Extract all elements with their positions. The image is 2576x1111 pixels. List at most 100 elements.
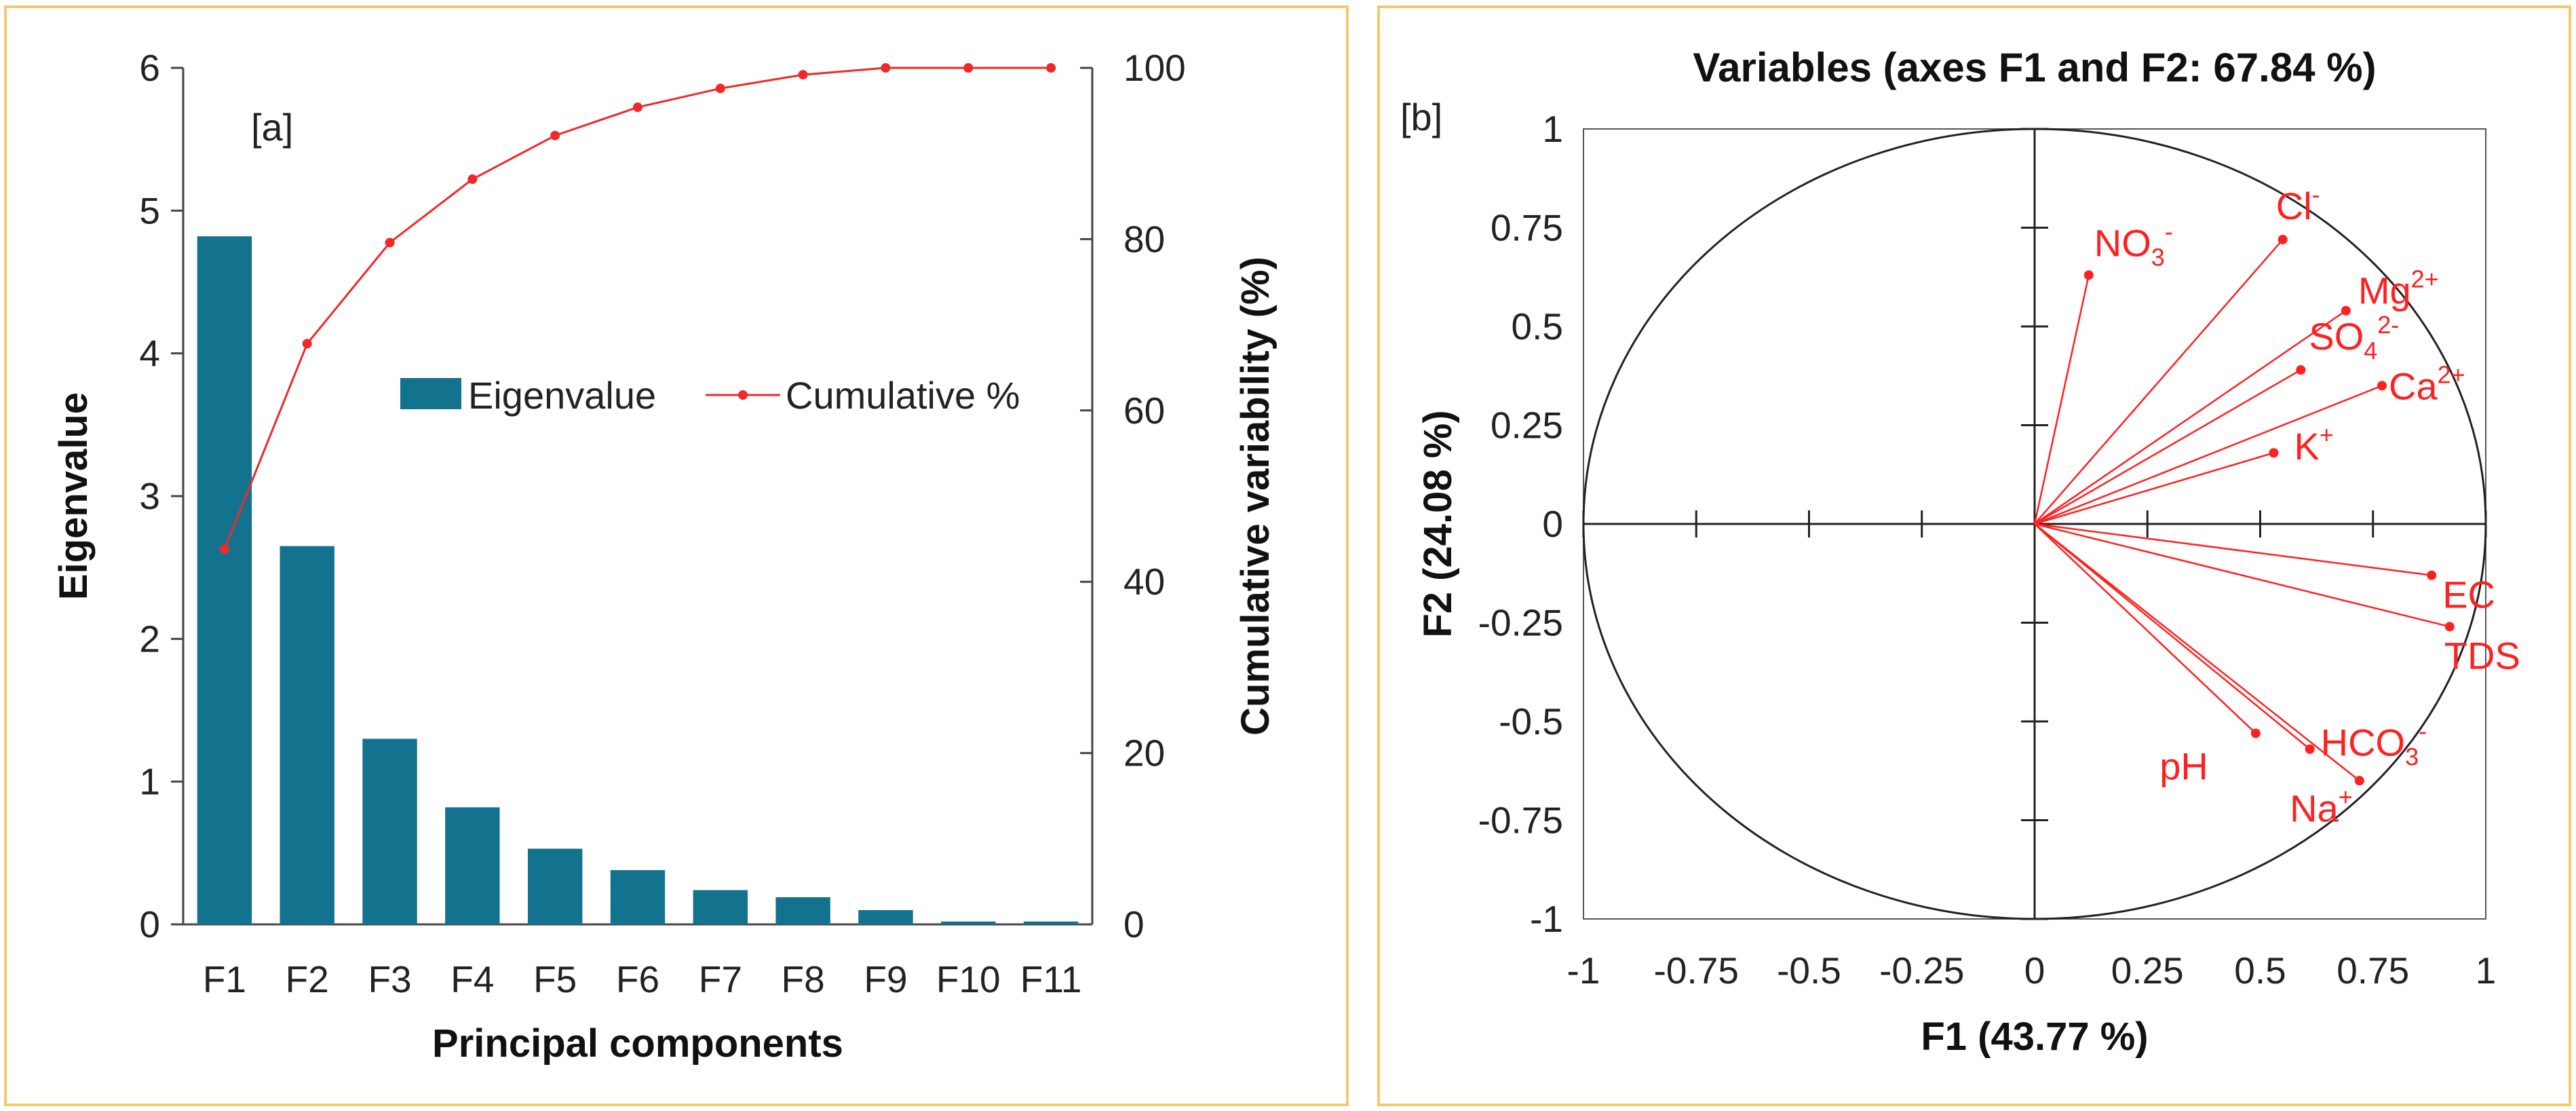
a-cumulative-point xyxy=(467,174,478,185)
b-tick-labels: -1 -0.75 -0.5 -0.25 0 0.25 0.5 0.75 1 1 0.75 0.5 0.2… xyxy=(1478,108,2497,992)
b-x-axis-title: F1 (43.77 %) xyxy=(1921,1015,2148,1059)
a-x-tick-label: F7 xyxy=(699,958,742,1000)
b-chart-title: Variables (axes F1 and F2: 67.84 %) xyxy=(1693,45,2376,90)
b-vector-label: pH xyxy=(2159,745,2208,787)
b-vector-line xyxy=(2034,385,2383,525)
a-cumulative-point xyxy=(881,63,891,73)
correlation-circle: Variables (axes F1 and F2: 67.84 %) [b] … xyxy=(1400,45,2520,1059)
b-vector-label: TDS xyxy=(2444,634,2520,677)
a-y-tick-label: 3 xyxy=(139,475,160,517)
a-cumulative-point xyxy=(1046,63,1056,73)
b-vector-point xyxy=(2354,776,2364,786)
a-x-tick-label: F3 xyxy=(368,958,411,1000)
b-vector-label: K+ xyxy=(2294,421,2333,468)
b-y-tick-label: -0.25 xyxy=(1478,602,1563,644)
panel-b-tag: [b] xyxy=(1400,96,1442,138)
b-vector-label: Ca2+ xyxy=(2389,360,2465,407)
a-x-tick-label: F5 xyxy=(533,958,577,1000)
b-vector-line xyxy=(2034,523,2450,628)
legend-eigenvalue-label: Eigenvalue xyxy=(468,374,656,417)
a-y-tick-label: 5 xyxy=(139,189,160,231)
b-vector-point xyxy=(2427,570,2437,580)
a-bars xyxy=(197,236,1079,924)
b-vector-line xyxy=(2034,523,2432,576)
b-vector-line xyxy=(2034,369,2301,525)
b-vector-point xyxy=(2341,305,2351,316)
b-vector-label: EC xyxy=(2442,573,2495,616)
a-bar xyxy=(445,807,500,924)
b-vector-label: SO42- xyxy=(2309,311,2399,364)
b-vector-label: Cl- xyxy=(2276,181,2320,227)
b-x-tick-label: -0.25 xyxy=(1879,949,1964,992)
a-y2-tick-label: 20 xyxy=(1123,732,1165,774)
b-vector-label: NO3- xyxy=(2094,217,2173,271)
b-x-tick-label: 0.25 xyxy=(2111,949,2184,992)
b-x-tick-label: 0 xyxy=(2024,949,2045,992)
b-vector-point xyxy=(2296,365,2306,375)
b-vector-point xyxy=(2250,728,2261,738)
a-x-tick-label: F10 xyxy=(936,958,1001,1000)
b-y-tick-label: -0.5 xyxy=(1499,700,1563,742)
a-y-tick-label: 1 xyxy=(139,761,160,803)
b-y-tick-label: 0.25 xyxy=(1491,404,1563,447)
a-x-tick-label: F11 xyxy=(1020,958,1082,1000)
b-x-tick-label: -0.75 xyxy=(1654,949,1739,992)
a-y2-tick-label: 80 xyxy=(1123,218,1165,260)
a-y-tick-label: 2 xyxy=(139,618,160,660)
b-y-tick-label: 0.75 xyxy=(1491,207,1563,249)
a-x-tick-label: F6 xyxy=(616,958,659,1000)
legend-bar-swatch xyxy=(400,378,461,409)
a-x-tick-label: F9 xyxy=(864,958,907,1000)
a-x-tick-label: F1 xyxy=(203,958,246,1000)
b-vector-line xyxy=(2034,309,2347,525)
a-bar xyxy=(197,236,252,924)
b-x-tick-label: -1 xyxy=(1567,949,1600,992)
a-x-tick-label: F4 xyxy=(450,958,494,1000)
b-x-tick-label: 0.5 xyxy=(2234,949,2286,992)
a-cumulative-point xyxy=(385,238,395,248)
b-y-tick-label: 1 xyxy=(1542,108,1563,150)
panel-a-tag: [a] xyxy=(251,106,293,149)
b-y-axis-title: F2 (24.08 %) xyxy=(1416,410,1460,637)
a-cumulative-point xyxy=(798,70,808,80)
b-vector-line xyxy=(2034,523,2256,734)
b-y-tick-label: 0.5 xyxy=(1512,305,1563,347)
a-cumulative-point xyxy=(963,63,974,73)
legend-cumulative-label: Cumulative % xyxy=(786,374,1020,417)
a-bar xyxy=(693,890,748,924)
b-vector-label: HCO3- xyxy=(2321,717,2427,771)
a-cumulative-point xyxy=(219,544,229,554)
a-x-tick-label: F8 xyxy=(782,958,825,1000)
a-y-tick-label: 4 xyxy=(139,333,160,375)
b-vector-line xyxy=(2034,523,2360,782)
a-bar xyxy=(775,897,830,924)
b-y-tick-label: -0.75 xyxy=(1478,799,1563,842)
a-cumulative-point xyxy=(550,130,560,140)
a-y2-tick-label: 100 xyxy=(1123,47,1186,89)
a-legend: Eigenvalue Cumulative % xyxy=(400,374,1020,417)
b-vector-point xyxy=(2377,381,2387,391)
b-vectors: NO3- Cl- Mg2+SO42-Ca2+ K+ EC TDS pH HCO3- Na+ xyxy=(2033,181,2520,829)
panel-b: Variables (axes F1 and F2: 67.84 %) [b] … xyxy=(1377,5,2571,1106)
a-y-tick-label: 6 xyxy=(139,47,160,89)
b-vector-point xyxy=(2444,622,2455,632)
b-vector-line xyxy=(2034,239,2284,525)
a-x-tick-label: F2 xyxy=(286,958,329,1000)
b-vector-line xyxy=(2034,523,2311,750)
a-y2-axis-title: Cumulative variability (%) xyxy=(1233,257,1277,736)
a-bar xyxy=(858,909,913,924)
a-cumulative-line xyxy=(219,63,1056,554)
a-cumulative-point xyxy=(633,102,642,113)
b-x-tick-label: 0.75 xyxy=(2337,949,2409,992)
a-y2-tick-label: 0 xyxy=(1123,903,1145,945)
a-cumulative-point xyxy=(302,339,312,349)
a-cumulative-polyline xyxy=(223,67,1052,550)
a-y-axis-title: Eigenvalue xyxy=(52,392,96,600)
a-bar xyxy=(941,921,996,924)
a-bar xyxy=(527,848,583,924)
b-vector-point xyxy=(2269,448,2279,458)
b-vector-label: Na+ xyxy=(2290,783,2353,829)
legend-line-marker xyxy=(738,390,748,400)
